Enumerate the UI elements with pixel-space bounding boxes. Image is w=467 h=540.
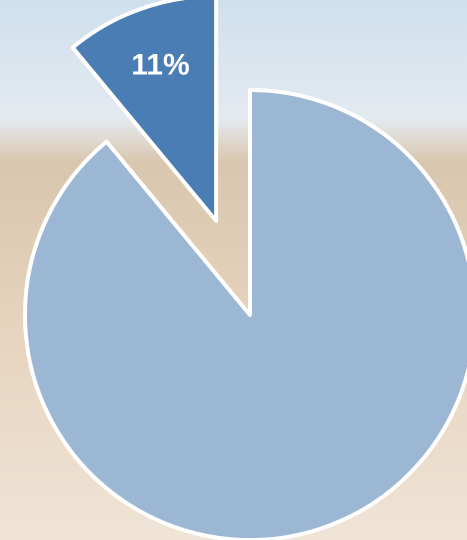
pie-slice	[70, 0, 219, 223]
pie: 11%	[23, 0, 467, 540]
pie-slice	[23, 88, 467, 540]
data-label: 11%	[131, 48, 189, 81]
